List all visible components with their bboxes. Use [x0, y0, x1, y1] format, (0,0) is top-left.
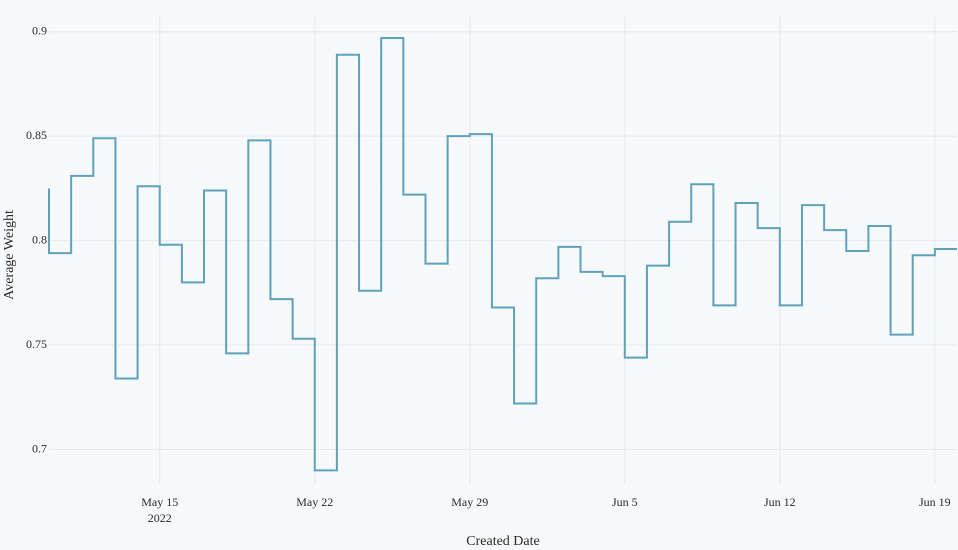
- y-tick-label: 0.7: [32, 441, 47, 455]
- x-axis-title: Created Date: [466, 534, 539, 549]
- y-axis-title: Average Weight: [2, 210, 17, 300]
- x-tick-label: Jun 19: [919, 495, 951, 509]
- x-tick-label: Jun 5: [612, 495, 638, 509]
- step-line: [48, 36, 957, 472]
- y-tick-label: 0.85: [26, 128, 47, 142]
- y-tick-label: 0.9: [32, 23, 47, 37]
- y-tick-label: 0.8: [32, 232, 47, 246]
- x-tick-label: May 15 2022: [141, 495, 178, 525]
- x-tick-label: Jun 12: [764, 495, 796, 509]
- y-tick-label: 0.75: [26, 337, 47, 351]
- x-tick-label: May 22: [296, 495, 333, 509]
- x-tick-label: May 29: [451, 495, 488, 509]
